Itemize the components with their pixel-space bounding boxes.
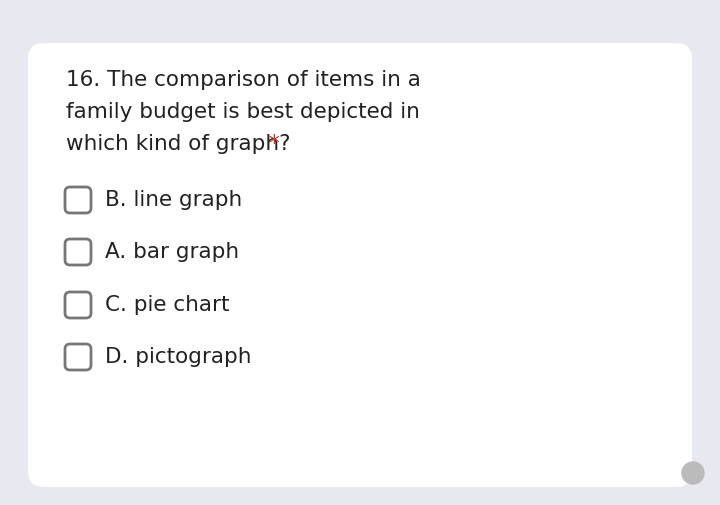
Text: C. pie chart: C. pie chart — [105, 295, 230, 315]
Text: family budget is best depicted in: family budget is best depicted in — [66, 102, 420, 122]
FancyBboxPatch shape — [65, 187, 91, 213]
FancyBboxPatch shape — [65, 239, 91, 265]
Circle shape — [682, 462, 704, 484]
Text: 16. The comparison of items in a: 16. The comparison of items in a — [66, 70, 421, 90]
Text: B. line graph: B. line graph — [105, 190, 242, 210]
Text: *: * — [268, 134, 279, 154]
Text: D. pictograph: D. pictograph — [105, 347, 251, 367]
FancyBboxPatch shape — [28, 43, 692, 487]
FancyBboxPatch shape — [65, 344, 91, 370]
Text: A. bar graph: A. bar graph — [105, 242, 239, 262]
FancyBboxPatch shape — [65, 292, 91, 318]
Text: which kind of graph?: which kind of graph? — [66, 134, 290, 154]
